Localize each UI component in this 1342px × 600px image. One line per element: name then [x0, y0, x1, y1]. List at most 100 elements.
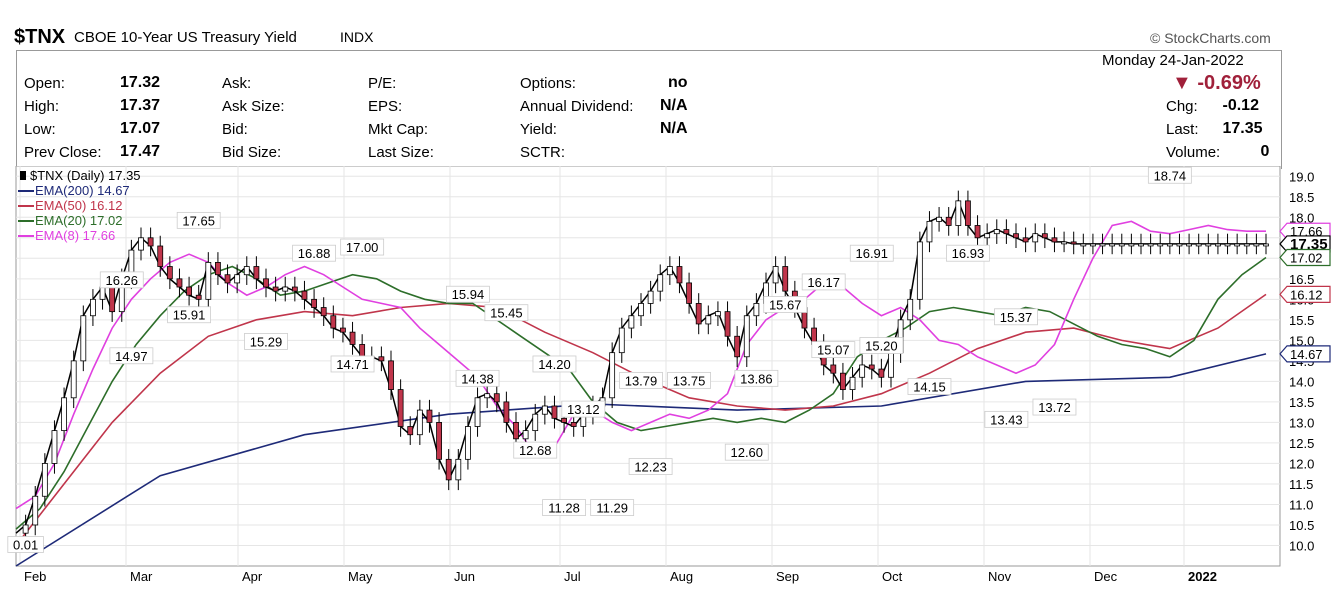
price-annotation-box: [109, 347, 154, 365]
candle-body: [436, 422, 442, 460]
quote-label: Mkt Cap:: [368, 121, 429, 138]
candle-body: [330, 315, 337, 329]
price-annotation: 16.26: [105, 273, 138, 288]
candle-body: [1186, 243, 1192, 247]
quote-panel: [16, 50, 1282, 169]
price-annotation-box: [628, 458, 673, 475]
price-annotation-box: [859, 337, 904, 354]
price-annotation: 15.67: [769, 297, 802, 312]
price-annotation-box: [542, 499, 586, 516]
y-tick-label: 13.5: [1289, 395, 1314, 410]
price-annotation-box: [455, 369, 500, 387]
price-annotation: 14.97: [115, 349, 148, 364]
quote-label: SCTR:: [520, 144, 565, 161]
candle-body: [1224, 243, 1231, 247]
price-annotation: 15.29: [250, 334, 283, 349]
x-tick-label: Nov: [988, 569, 1012, 584]
candle-body: [1061, 241, 1067, 245]
y-tick-label: 14.0: [1289, 374, 1314, 389]
candle-body: [676, 266, 683, 284]
candle-body: [243, 266, 250, 276]
candle-body: [61, 397, 67, 432]
candle-body: [532, 413, 539, 432]
candle-body: [705, 315, 712, 325]
candle-body: [41, 463, 48, 497]
candle-body: [224, 274, 231, 284]
legend-entry: EMA(200) 14.67: [35, 183, 130, 198]
price-annotation-box: [801, 273, 846, 291]
price-annotation-box: [849, 244, 894, 262]
price-annotation-box: [984, 410, 1029, 428]
candle-body: [1051, 237, 1058, 243]
price-annotation-box: [1032, 398, 1077, 416]
candle-body: [109, 286, 116, 313]
legend-entry: EMA(50) 16.12: [35, 198, 122, 213]
candle-body: [493, 393, 500, 403]
price-annotation-box: [532, 355, 577, 373]
quote-label: Low:: [24, 121, 56, 138]
candle-body: [618, 327, 625, 354]
candle-body: [916, 241, 923, 300]
price-annotation-box: [590, 499, 635, 516]
candle-body: [1099, 243, 1106, 247]
candle-body: [955, 200, 962, 226]
candle-body: [166, 266, 173, 280]
y-tick-label: 13.0: [1289, 415, 1314, 430]
candle-body: [1041, 233, 1048, 239]
price-annotation-box: [561, 400, 606, 418]
candle-body: [282, 286, 289, 292]
quote-value: 0: [1260, 143, 1270, 160]
x-tick-label: Jul: [564, 569, 581, 584]
last-value-label: 16.12: [1290, 287, 1323, 302]
candle-body: [503, 401, 510, 423]
y-tick-label: 18.0: [1289, 210, 1314, 225]
watermark: © StockCharts.com: [1150, 30, 1271, 46]
quote-label: Last:: [1166, 121, 1199, 138]
candle-body: [263, 278, 269, 288]
candle-body: [340, 327, 346, 333]
candle-body: [965, 200, 971, 226]
candle-body: [734, 335, 741, 358]
price-annotation: 17.65: [182, 213, 215, 228]
candle-body: [205, 262, 212, 300]
candle-body: [445, 458, 452, 481]
price-annotation-box: [446, 285, 490, 303]
candle-body: [1234, 243, 1241, 247]
candle-body: [628, 315, 635, 329]
price-annotation: 12.23: [634, 460, 667, 475]
quote-label: Volume:: [1166, 144, 1221, 161]
y-tick-label: 12.0: [1289, 456, 1314, 471]
instrument-name: CBOE 10-Year US Treasury Yield: [74, 29, 297, 46]
quote-label: P/E:: [368, 75, 397, 92]
candle-body: [551, 405, 558, 419]
price-annotation: 15.37: [1000, 310, 1033, 325]
candle-body: [397, 389, 404, 427]
candle-body: [1263, 243, 1269, 247]
x-tick-label: Mar: [130, 569, 153, 584]
quote-label: Bid:: [222, 121, 248, 138]
candle-body: [1090, 243, 1096, 247]
quote-label: Prev Close:: [24, 144, 102, 161]
candle-body: [349, 331, 356, 345]
price-annotation: 15.91: [173, 308, 206, 323]
price-annotation: 12.68: [519, 443, 552, 458]
candle-body: [743, 315, 750, 358]
candle-body: [609, 352, 616, 399]
price-annotation: 14.71: [336, 357, 369, 372]
candle-body: [647, 290, 654, 304]
last-value-tag: [1279, 285, 1331, 304]
x-tick-label: Jun: [454, 569, 475, 584]
candle-body: [32, 495, 39, 526]
candle-body: [90, 298, 96, 317]
candle-body: [157, 245, 164, 267]
quote-value: N/A: [660, 120, 688, 137]
price-annotation: 13.12: [567, 402, 600, 417]
legend-entry: EMA(20) 17.02: [35, 213, 122, 228]
candle-body: [984, 233, 991, 239]
y-tick-label: 18.5: [1289, 190, 1314, 205]
candle-body: [272, 286, 279, 292]
candle-body: [888, 352, 894, 378]
candle-body: [80, 315, 87, 362]
candle-body: [388, 360, 394, 390]
candle-body: [70, 360, 77, 399]
